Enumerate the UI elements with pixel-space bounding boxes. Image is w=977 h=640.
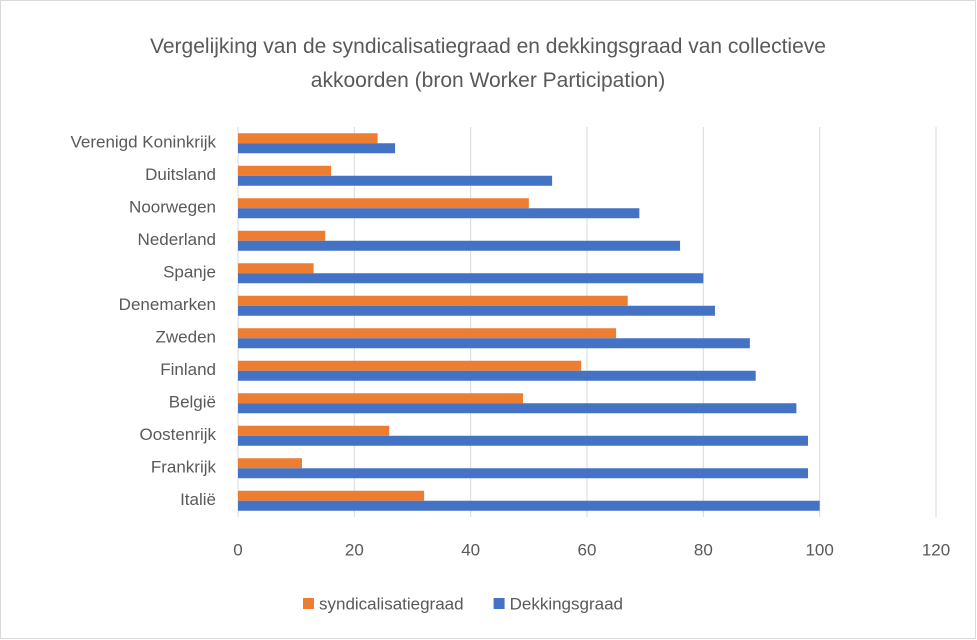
x-tick-label: 60	[578, 540, 597, 559]
legend-swatch	[493, 598, 505, 609]
x-tick-label: 80	[694, 540, 713, 559]
y-tick-label: Verenigd Koninkrijk	[70, 133, 216, 152]
y-tick-label: Italië	[180, 490, 216, 509]
y-tick-label: Oostenrijk	[139, 425, 216, 444]
x-tick-label: 20	[345, 540, 364, 559]
bar	[238, 458, 302, 469]
bar	[238, 370, 756, 381]
x-tick-label: 120	[922, 540, 950, 559]
y-tick-label: Zweden	[156, 328, 216, 347]
bar	[238, 403, 797, 414]
bar	[238, 263, 314, 274]
bar	[238, 143, 396, 154]
x-tick-label: 0	[233, 540, 242, 559]
bar	[238, 175, 553, 186]
bar	[238, 133, 378, 144]
bar	[238, 165, 332, 176]
bar	[238, 208, 640, 219]
bar	[238, 393, 524, 404]
chart-title: Vergelijking van de syndicalisatiegraad …	[150, 35, 826, 92]
y-tick-label: Duitsland	[145, 165, 216, 184]
bar	[238, 295, 628, 306]
bar	[238, 435, 809, 446]
bar	[238, 240, 681, 251]
bar	[238, 198, 529, 209]
x-tick-label: 40	[461, 540, 480, 559]
bar	[238, 338, 750, 349]
bar	[238, 360, 582, 371]
y-tick-label: Spanje	[163, 263, 216, 282]
bar	[238, 500, 820, 511]
legend-label: syndicalisatiegraad	[319, 594, 464, 613]
legend-label: Dekkingsgraad	[510, 594, 623, 613]
y-tick-label: Denemarken	[119, 295, 216, 314]
bar	[238, 425, 390, 436]
legend-swatch	[303, 598, 314, 609]
y-tick-label: Finland	[160, 360, 216, 379]
bar	[238, 305, 715, 316]
y-tick-label: Frankrijk	[151, 458, 217, 477]
bar	[238, 273, 704, 284]
y-tick-label: België	[169, 393, 216, 412]
bar	[238, 468, 809, 479]
bar	[238, 490, 425, 501]
bar	[238, 328, 617, 339]
x-tick-label: 100	[805, 540, 833, 559]
y-tick-label: Noorwegen	[129, 198, 216, 217]
y-tick-label: Nederland	[138, 230, 216, 249]
bar	[238, 230, 326, 241]
